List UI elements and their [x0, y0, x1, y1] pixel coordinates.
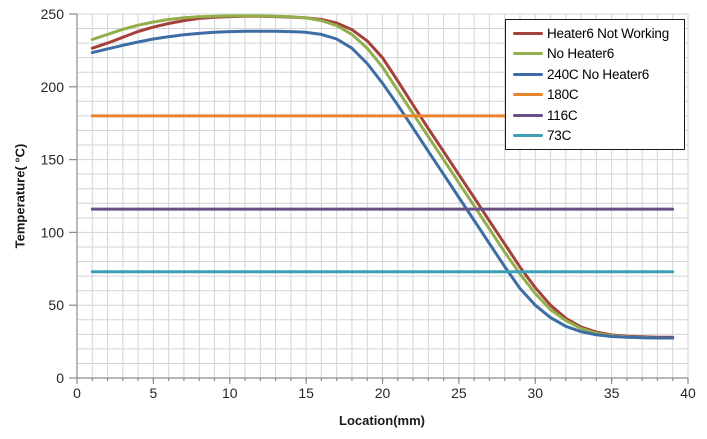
y-tick-labels: 0 50 100 150 200 250 — [41, 6, 65, 386]
legend-label: 116C — [547, 107, 578, 123]
x-tick-label: 15 — [298, 385, 314, 401]
x-axis-title: Location(mm) — [339, 413, 425, 428]
gridlines — [77, 13, 689, 378]
legend-label: No Heater6 — [547, 46, 615, 62]
legend-label: Heater6 Not Working — [547, 25, 670, 41]
y-tick-label: 150 — [41, 152, 65, 168]
y-tick-label: 100 — [41, 224, 65, 240]
legend-label: 73C — [547, 128, 572, 144]
legend-item: No Heater6 — [513, 44, 682, 64]
legend-item: 240C No Heater6 — [513, 64, 682, 84]
x-tick-label: 5 — [149, 385, 157, 401]
x-tick-label: 40 — [680, 385, 696, 401]
legend-swatch — [513, 31, 543, 35]
legend-swatch — [513, 93, 543, 97]
legend-swatch — [513, 52, 543, 56]
series-line-heater6-not-working — [90, 14, 675, 339]
legend-item: 116C — [513, 105, 682, 125]
x-tick-label: 30 — [527, 385, 543, 401]
series-line-no-heater6 — [90, 14, 675, 340]
x-tick-label: 10 — [222, 385, 238, 401]
x-tick-label: 25 — [451, 385, 467, 401]
x-tick-labels: 0 5 10 15 20 25 30 35 40 — [73, 385, 696, 401]
series-line-240c-no-heater6 — [90, 29, 675, 340]
y-tick-label: 0 — [56, 370, 64, 386]
y-axis-title: Temperature( °C) — [12, 143, 28, 249]
legend: Heater6 Not Working No Heater6 240C No Hea… — [505, 19, 685, 150]
legend-item: 180C — [513, 85, 682, 105]
legend-item: 73C — [513, 126, 682, 146]
x-tick-label: 20 — [375, 385, 391, 401]
tick-marks — [69, 13, 689, 384]
legend-label: 180C — [547, 87, 579, 103]
legend-swatch — [513, 113, 543, 117]
y-tick-label: 250 — [41, 6, 65, 22]
y-tick-label: 50 — [48, 297, 64, 313]
legend-swatch — [513, 134, 543, 138]
legend-label: 240C No Heater6 — [547, 66, 650, 82]
y-tick-label: 200 — [41, 79, 65, 95]
x-tick-label: 0 — [73, 385, 81, 401]
legend-swatch — [513, 72, 543, 76]
x-tick-label: 35 — [604, 385, 620, 401]
legend-item: Heater6 Not Working — [513, 23, 682, 43]
